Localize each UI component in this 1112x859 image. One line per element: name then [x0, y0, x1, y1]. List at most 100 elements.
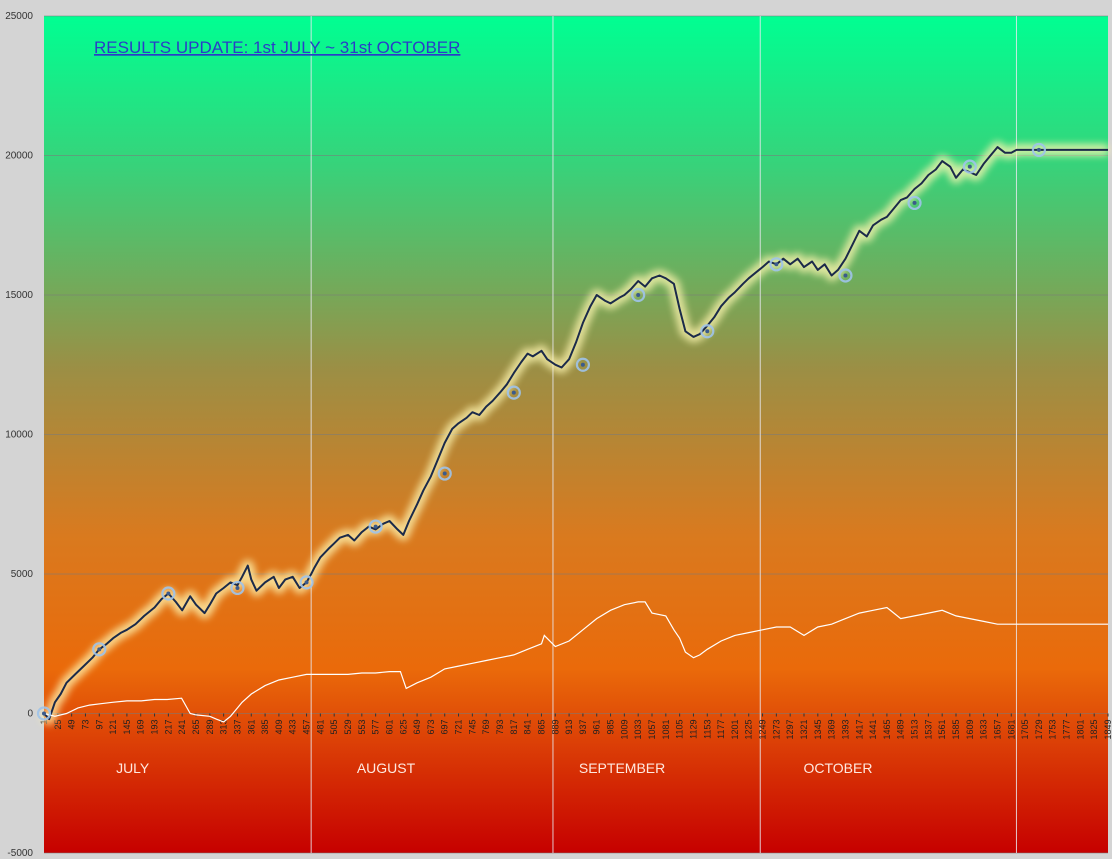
- x-tick-label: 793: [495, 720, 505, 735]
- x-tick-label: 337: [232, 720, 242, 735]
- marker-ring: [838, 268, 853, 283]
- x-tick-label: 1585: [951, 720, 961, 740]
- x-tick-label: 1153: [702, 720, 712, 739]
- marker-dot: [42, 711, 46, 716]
- x-tick-label: 1681: [1006, 720, 1016, 740]
- x-tick-label: 1801: [1075, 720, 1085, 740]
- x-tick-label: 73: [80, 720, 90, 730]
- x-tick-label: 601: [384, 720, 394, 735]
- marker-dot: [373, 524, 378, 529]
- marker-dot: [843, 273, 848, 278]
- series-lines: [40, 142, 1108, 725]
- x-tick-label: 961: [592, 720, 602, 735]
- trade-marker: [575, 357, 591, 372]
- marker-ring: [1031, 142, 1047, 158]
- x-tick-label: 433: [288, 720, 298, 735]
- x-tick-label: 409: [274, 720, 284, 735]
- x-tick-label: 313: [219, 720, 229, 735]
- marker-ring: [368, 519, 383, 534]
- trade-marker: [631, 287, 646, 303]
- x-tick-label: 1273: [771, 720, 781, 740]
- x-tick-label: 265: [191, 720, 201, 735]
- x-axis-ticks: 1 25 49 73 97 121 145 169 193 217 241 265 289 313 337 3…: [39, 713, 1112, 740]
- x-tick-label: 769: [481, 720, 491, 735]
- x-tick-label: 1729: [1034, 720, 1044, 740]
- month-label: JULY: [116, 760, 150, 776]
- marker-dot: [304, 580, 309, 585]
- x-tick-label: 577: [371, 720, 381, 735]
- x-tick-label: 49: [67, 720, 77, 730]
- trade-marker: [36, 706, 52, 721]
- x-tick-label: 1321: [799, 720, 809, 740]
- gridlines: [44, 15, 1108, 854]
- marker-dot: [511, 390, 516, 395]
- x-tick-label: 1513: [910, 720, 920, 740]
- x-tick-label: 673: [426, 720, 436, 735]
- x-tick-label: 97: [94, 720, 104, 730]
- marker-dot: [636, 293, 641, 297]
- trade-marker: [907, 195, 922, 211]
- trade-marker: [92, 642, 107, 657]
- equity-line: [43, 146, 1108, 721]
- x-tick-label: 1009: [619, 720, 629, 740]
- trade-marker: [437, 466, 452, 481]
- marker-ring: [506, 385, 521, 400]
- x-tick-label: 25: [53, 720, 63, 730]
- x-tick-label: 1105: [675, 720, 685, 739]
- x-tick-label: 241: [177, 720, 187, 735]
- x-tick-label: 1129: [688, 720, 698, 739]
- marker-dot: [967, 164, 972, 169]
- y-tick-label: 15000: [5, 290, 33, 301]
- marker-ring: [299, 575, 314, 590]
- month-label: OCTOBER: [803, 760, 872, 776]
- x-tick-label: 1753: [1048, 720, 1058, 740]
- x-tick-label: 1825: [1089, 720, 1099, 740]
- y-tick-label: 20000: [5, 151, 33, 162]
- trade-marker: [230, 580, 245, 596]
- x-tick-label: 1537: [923, 720, 933, 740]
- y-axis-ticks: 25000 20000 15000 10000 5000 0 -5000: [5, 11, 33, 859]
- marker-ring: [437, 466, 452, 481]
- marker-dot: [580, 362, 585, 367]
- marker-ring: [575, 357, 591, 372]
- x-tick-label: 361: [246, 720, 256, 735]
- marker-dot: [1036, 147, 1041, 152]
- x-tick-label: 1201: [730, 720, 740, 740]
- x-tick-label: 1609: [965, 720, 975, 740]
- x-tick-label: 289: [205, 720, 215, 735]
- x-tick-label: 1561: [937, 720, 947, 740]
- marker-dot: [166, 591, 171, 596]
- x-tick-label: 1633: [979, 720, 989, 740]
- x-tick-label: 1849: [1103, 720, 1112, 740]
- trade-marker: [299, 575, 314, 590]
- month-label: AUGUST: [357, 760, 416, 776]
- x-tick-label: 649: [412, 720, 422, 735]
- x-tick-label: 889: [550, 720, 560, 735]
- marker-ring: [700, 324, 715, 339]
- marker-ring: [230, 580, 245, 596]
- x-tick-label: 1177: [716, 720, 726, 739]
- x-tick-label: 1081: [661, 720, 671, 740]
- x-tick-label: 865: [536, 720, 546, 735]
- x-tick-label: 625: [398, 720, 408, 735]
- x-tick-label: 385: [260, 720, 270, 735]
- chart-title: RESULTS UPDATE: 1st JULY ~ 31st OCTOBER: [94, 38, 460, 57]
- x-tick-label: 217: [163, 720, 173, 735]
- x-tick-label: 553: [357, 720, 367, 735]
- trade-markers: [36, 142, 1047, 721]
- x-tick-label: 1657: [992, 720, 1002, 740]
- marker-ring: [161, 586, 176, 601]
- marker-dot: [705, 329, 710, 334]
- marker-ring: [92, 642, 107, 657]
- trade-marker: [506, 385, 521, 400]
- x-tick-label: 721: [454, 720, 464, 735]
- marker-dot: [235, 585, 240, 590]
- trade-marker: [161, 586, 176, 601]
- x-tick-label: 505: [329, 720, 339, 735]
- month-label: SEPTEMBER: [579, 760, 665, 776]
- marker-dot: [774, 262, 779, 267]
- x-tick-label: 1033: [633, 720, 643, 740]
- marker-dot: [442, 471, 447, 476]
- x-tick-label: 1: [39, 720, 49, 725]
